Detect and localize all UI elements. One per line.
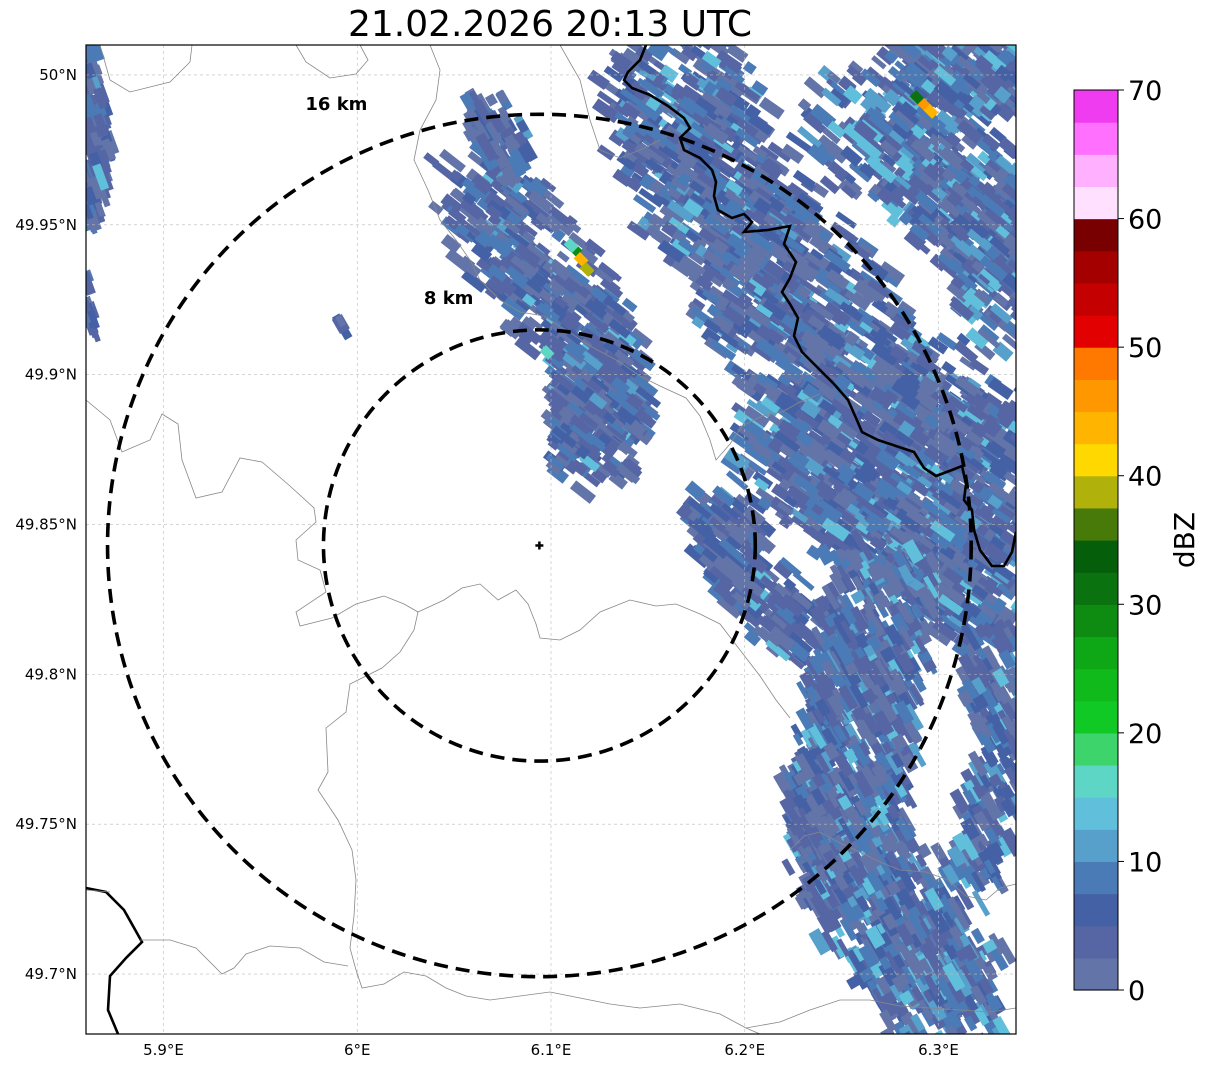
regional-border	[99, 45, 193, 93]
colorbar-segment	[1074, 411, 1118, 445]
x-tick-label: 6.3°E	[918, 1041, 959, 1059]
colorbar-tick-label: 40	[1128, 462, 1162, 493]
range-rings	[105, 112, 973, 979]
range-ring-8km	[321, 328, 758, 763]
regional-border	[295, 45, 369, 79]
colorbar-segment	[1074, 315, 1118, 348]
colorbar-segment	[1074, 732, 1118, 766]
colorbar-segment	[1074, 154, 1118, 188]
ring-label-8km: 8 km	[424, 288, 474, 309]
range-ring-16km	[105, 112, 973, 979]
colorbar-tick-label: 30	[1128, 590, 1162, 621]
regional-border	[86, 399, 761, 1034]
y-tick-label: 49.85°N	[15, 516, 77, 534]
y-tick-label: 49.9°N	[25, 366, 77, 384]
y-tick-label: 49.8°N	[25, 665, 77, 683]
x-tick-label: 6.2°E	[724, 1041, 765, 1059]
regional-border	[745, 999, 1016, 1029]
y-tick-label: 49.95°N	[15, 216, 77, 234]
colorbar-tick-label: 60	[1128, 205, 1162, 236]
colorbar: 0 10 20 30 40 50 60 70	[1073, 76, 1162, 1007]
colorbar-segment	[1074, 636, 1118, 670]
colorbar-frame	[1073, 89, 1119, 991]
colorbar-segment	[1074, 122, 1118, 155]
national-border-sw	[86, 886, 144, 1034]
colorbar-segment	[1074, 797, 1118, 830]
colorbar-segment	[1074, 186, 1118, 220]
colorbar-tick-label: 20	[1128, 719, 1162, 750]
y-tick-label: 49.75°N	[15, 815, 77, 833]
colorbar-segment	[1074, 604, 1118, 638]
colorbar-segment	[1074, 765, 1118, 798]
colorbar-segment	[1074, 829, 1118, 863]
colorbar-tick-label: 50	[1128, 333, 1162, 364]
regional-border	[559, 45, 661, 159]
map-frame	[85, 44, 1017, 1035]
graticule	[86, 45, 1016, 1034]
regional-border	[789, 831, 1016, 901]
colorbar-segment	[1074, 475, 1118, 509]
axis-ticks: 5.9°E 6°E 6.1°E 6.2°E 6.3°E 50°N 49.95°N 49.9°N…	[15, 66, 959, 1059]
colorbar-segment	[1074, 572, 1118, 605]
colorbar-segment	[1074, 379, 1118, 413]
y-tick-label: 50°N	[39, 66, 77, 84]
colorbar-segment	[1074, 90, 1118, 123]
regional-border	[140, 939, 349, 975]
colorbar-segment	[1074, 700, 1118, 734]
colorbar-segment	[1074, 925, 1118, 959]
ring-label-16km: 16 km	[305, 94, 367, 115]
colorbar-label: dBZ	[1168, 512, 1201, 568]
colorbar-segment	[1074, 250, 1118, 284]
colorbar-segment	[1074, 347, 1118, 380]
reflectivity-echoes	[86, 45, 1016, 1034]
colorbar-segment	[1074, 861, 1118, 895]
y-tick-label: 49.7°N	[25, 965, 77, 983]
colorbar-segment	[1074, 443, 1118, 477]
colorbar-segment	[1074, 668, 1118, 702]
colorbar-segment	[1074, 957, 1118, 991]
x-tick-label: 6.1°E	[531, 1041, 572, 1059]
colorbar-tick-label: 70	[1128, 76, 1162, 107]
colorbar-segment	[1074, 218, 1118, 252]
x-tick-label: 5.9°E	[143, 1041, 184, 1059]
colorbar-tick-label: 10	[1128, 847, 1162, 878]
map-title: 21.02.2026 20:13 UTC	[347, 4, 753, 45]
colorbar-segment	[1074, 893, 1118, 927]
radar-site-marker	[535, 541, 544, 550]
regional-border	[413, 45, 821, 461]
x-tick-label: 6°E	[344, 1041, 371, 1059]
colorbar-segment	[1074, 540, 1118, 573]
colorbar-segment	[1074, 507, 1118, 541]
colorbar-segment	[1074, 282, 1118, 316]
colorbar-tick-label: 0	[1128, 976, 1145, 1007]
regional-border	[86, 889, 111, 893]
